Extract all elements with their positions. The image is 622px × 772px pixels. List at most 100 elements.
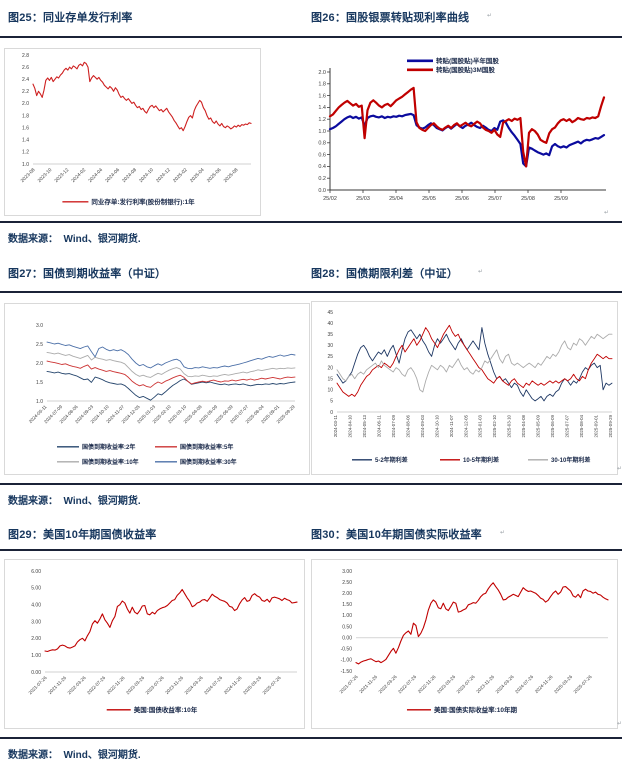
svg-text:2024-06: 2024-06 — [104, 167, 121, 184]
svg-text:0.8: 0.8 — [318, 141, 326, 147]
section-divider — [0, 549, 622, 551]
svg-text:30-10年期利差: 30-10年期利差 — [551, 456, 590, 464]
svg-text:2025-08: 2025-08 — [223, 167, 240, 184]
svg-text:-1.50: -1.50 — [341, 669, 353, 675]
svg-text:2025-06-09: 2025-06-09 — [550, 414, 555, 437]
svg-text:25/06: 25/06 — [455, 196, 469, 202]
svg-text:1.0: 1.0 — [36, 399, 43, 405]
svg-text:美国:国债实际收益率:10年期: 美国:国债实际收益率:10年期 — [434, 705, 518, 714]
data-source-note: 数据来源： Wind、银河期货. — [8, 496, 141, 507]
svg-text:1.6: 1.6 — [22, 125, 29, 131]
svg-text:20: 20 — [327, 365, 333, 371]
svg-text:2023-10: 2023-10 — [37, 167, 54, 184]
svg-text:2021-11-26: 2021-11-26 — [47, 675, 67, 695]
figure-29-title: 图29：美国10年期国债收益率 — [8, 529, 157, 541]
section-divider — [0, 221, 622, 223]
svg-text:0: 0 — [330, 410, 333, 416]
svg-text:1.4: 1.4 — [22, 138, 29, 144]
svg-text:2024-12-05: 2024-12-05 — [463, 414, 468, 437]
svg-text:1.8: 1.8 — [318, 82, 326, 88]
svg-text:2.6: 2.6 — [22, 65, 29, 71]
figure-26-title: 图26：国股银票转贴现利率曲线 — [311, 12, 470, 24]
svg-text:2021-07-26: 2021-07-26 — [339, 674, 359, 694]
svg-text:2024-09-03: 2024-09-03 — [420, 414, 425, 437]
data-source-note: 数据来源： Wind、银河期货. — [8, 750, 141, 761]
svg-text:2024-05-13: 2024-05-13 — [362, 414, 367, 437]
svg-text:25/07: 25/07 — [488, 196, 502, 202]
svg-text:30: 30 — [327, 343, 333, 349]
svg-text:-1.00: -1.00 — [341, 658, 353, 664]
svg-text:2025-02-10: 2025-02-10 — [492, 414, 497, 437]
svg-text:2.8: 2.8 — [22, 53, 29, 59]
svg-text:15: 15 — [327, 376, 333, 382]
svg-text:2024-02: 2024-02 — [70, 167, 87, 184]
svg-text:2023-03-26: 2023-03-26 — [436, 674, 456, 694]
svg-text:2025-07-26: 2025-07-26 — [262, 675, 282, 695]
svg-text:转贴(国股贴)3M国股: 转贴(国股贴)3M国股 — [436, 65, 495, 74]
svg-text:2024-11-07: 2024-11-07 — [449, 414, 454, 437]
chart-frame-29: 6.00 5.00 4.00 3.00 2.00 1.00 0.00 2021-07-26 20… — [4, 559, 305, 729]
svg-text:2.2: 2.2 — [22, 89, 29, 95]
svg-text:国债到期收益率:5年: 国债到期收益率:5年 — [180, 443, 233, 451]
svg-text:2.4: 2.4 — [22, 77, 29, 83]
svg-text:2025-07-26: 2025-07-26 — [573, 674, 593, 694]
svg-text:1.00: 1.00 — [342, 613, 352, 619]
svg-text:-0.50: -0.50 — [341, 647, 353, 653]
chart-frame-25: 2.8 2.6 2.4 2.2 2.0 1.8 1.6 1.4 1.2 1.0 2023-08 202… — [4, 48, 261, 216]
svg-text:2.50: 2.50 — [342, 580, 352, 586]
data-source-note: 数据来源： Wind、银河期货. — [8, 234, 141, 245]
svg-text:2023-07-26: 2023-07-26 — [456, 674, 476, 694]
svg-text:2.0: 2.0 — [318, 70, 326, 76]
paragraph-mark: ↵ — [500, 530, 506, 536]
svg-text:45: 45 — [327, 310, 333, 316]
chart-figure-30-us-10y-real-yield: 3.00 2.50 2.00 1.50 1.00 0.50 0.00 -0.50 -1.00 -1… — [339, 569, 609, 714]
svg-text:35: 35 — [327, 332, 333, 338]
svg-text:4.00: 4.00 — [31, 602, 41, 608]
svg-text:0.50: 0.50 — [342, 624, 352, 630]
svg-text:2024-11-26: 2024-11-26 — [534, 674, 554, 694]
chart-figure-27-cgb-yields: 3.02.52.01.51.02024-06-112024-07-092024-… — [28, 323, 296, 466]
svg-text:2025-02: 2025-02 — [172, 167, 189, 184]
svg-text:2024-06-11: 2024-06-11 — [376, 414, 381, 437]
svg-text:2024-03-26: 2024-03-26 — [495, 674, 515, 694]
svg-text:2024-07-26: 2024-07-26 — [514, 674, 534, 694]
svg-text:美国:国债收益率:10年: 美国:国债收益率:10年 — [134, 705, 198, 714]
svg-text:25/09: 25/09 — [554, 196, 568, 202]
svg-text:1.50: 1.50 — [342, 602, 352, 608]
svg-text:1.2: 1.2 — [318, 117, 326, 123]
chart-figure-26-bill-rediscount-rate: 2.0 1.8 1.6 1.4 1.2 1.0 0.8 0.6 0.4 0.2 0.0 25/02 25… — [318, 56, 606, 202]
svg-text:2024-07-26: 2024-07-26 — [203, 675, 223, 695]
svg-text:2025-03-26: 2025-03-26 — [242, 675, 262, 695]
svg-text:2.00: 2.00 — [342, 591, 352, 597]
svg-text:0.0: 0.0 — [318, 188, 326, 194]
svg-text:2024-04-10: 2024-04-10 — [347, 414, 352, 437]
svg-text:0.4: 0.4 — [318, 164, 326, 170]
svg-text:2024-07-09: 2024-07-09 — [391, 414, 396, 437]
svg-text:国债到期收益率:10年: 国债到期收益率:10年 — [82, 458, 139, 466]
svg-text:2025-03-26: 2025-03-26 — [553, 674, 573, 694]
svg-text:2021-11-26: 2021-11-26 — [358, 674, 378, 694]
chart-frame-30: 3.00 2.50 2.00 1.50 1.00 0.50 0.00 -0.50 -1.00 -1… — [311, 559, 618, 729]
svg-text:2.00: 2.00 — [31, 636, 41, 642]
svg-text:1.5: 1.5 — [36, 380, 43, 386]
svg-text:2024-03-26: 2024-03-26 — [184, 675, 204, 695]
section-divider — [0, 737, 622, 739]
svg-text:2021-07-26: 2021-07-26 — [28, 675, 48, 695]
svg-text:2022-11-26: 2022-11-26 — [417, 674, 437, 694]
svg-text:2023-07-26: 2023-07-26 — [145, 675, 165, 695]
svg-text:1.4: 1.4 — [318, 105, 326, 111]
svg-text:5: 5 — [330, 399, 333, 405]
svg-text:2022-03-26: 2022-03-26 — [67, 675, 87, 695]
svg-text:2025-09-29: 2025-09-29 — [608, 414, 613, 437]
svg-text:3.00: 3.00 — [342, 569, 352, 575]
svg-text:25: 25 — [327, 354, 333, 360]
svg-text:3.0: 3.0 — [36, 323, 43, 329]
svg-text:25/04: 25/04 — [389, 196, 403, 202]
svg-text:2023-11-26: 2023-11-26 — [164, 675, 184, 695]
svg-text:2024-11-26: 2024-11-26 — [223, 675, 243, 695]
svg-text:2024-04: 2024-04 — [87, 167, 104, 184]
